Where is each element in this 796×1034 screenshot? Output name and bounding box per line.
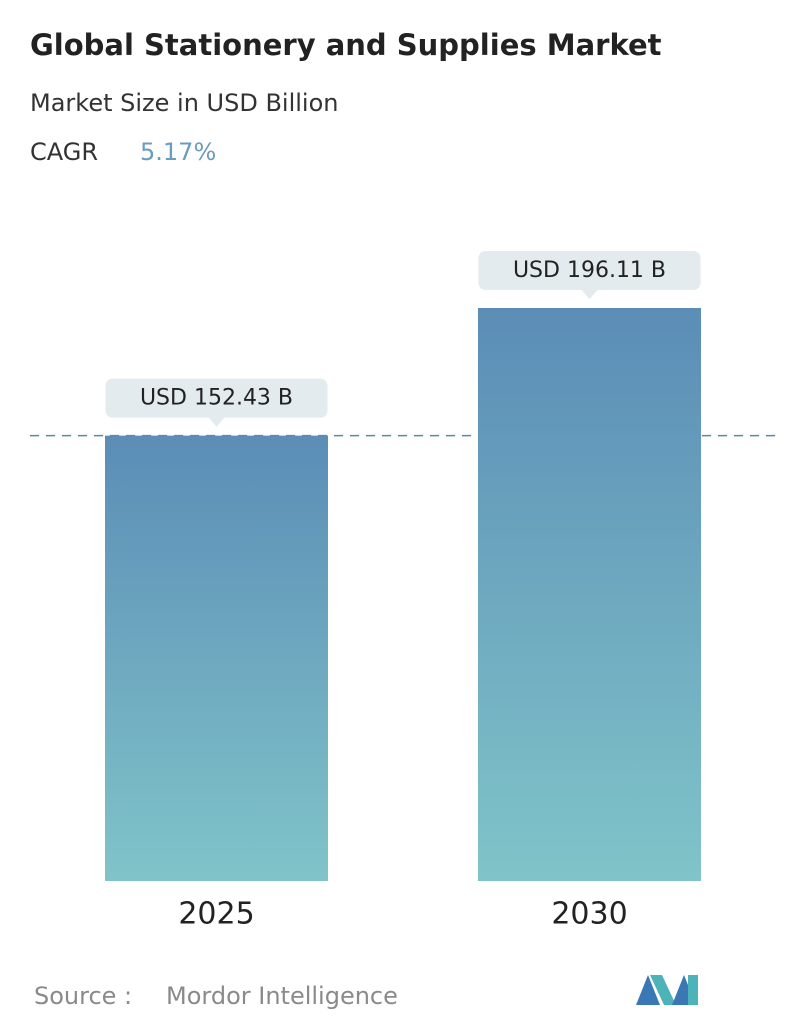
cagr-label: CAGR: [30, 138, 98, 166]
value-label: USD 152.43 B: [140, 386, 293, 411]
bar: [478, 308, 701, 881]
callout-pointer: [208, 417, 225, 427]
source-label: Source :: [34, 982, 132, 1010]
plot-area: USD 152.43 B 2025 USD 196.11 B 2030: [30, 251, 782, 932]
logo: [636, 975, 698, 1005]
source: Mordor Intelligence: [166, 982, 398, 1010]
chart-title: Global Stationery and Supplies Market: [30, 28, 662, 62]
value-label: USD 196.11 B: [513, 258, 666, 283]
bar: [105, 435, 328, 881]
value-callout: [478, 251, 701, 290]
value-callout: [105, 378, 328, 418]
callout-pointer: [581, 290, 598, 299]
x-tick-label: 2030: [551, 897, 627, 932]
cagr-value: 5.17%: [140, 138, 216, 166]
x-tick-label: 2025: [178, 897, 254, 932]
chart-subtitle: Market Size in USD Billion: [30, 89, 338, 117]
